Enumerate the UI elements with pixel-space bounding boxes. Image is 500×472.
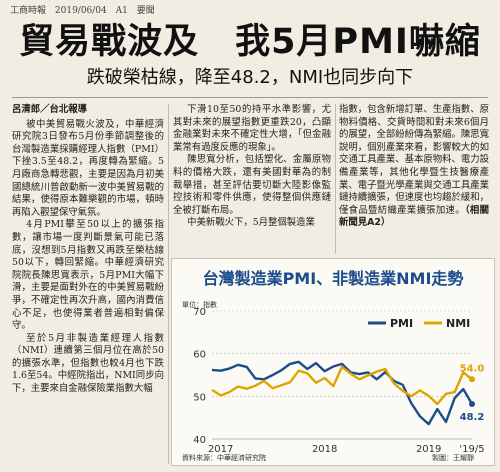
x-tick-label: 2017 xyxy=(208,444,233,455)
subheadline: 跌破榮枯線，降至48.2，NMI也同步向下 xyxy=(86,67,414,88)
x-tick-label: '19/5 xyxy=(459,444,484,455)
paragraph: 指數，包含新增訂單、生產指數、原物料價格、交貨時間和對未來6個月的展望，全部紛紛… xyxy=(339,104,489,230)
y-tick-label: 50 xyxy=(193,392,206,403)
paper-name: 工商時報 xyxy=(10,6,47,16)
source-label: 資料來源：中華經濟研究院 xyxy=(182,453,266,462)
paragraph: 4月PMI攀至50以上的擴張指數，讓市場一度判斷景氣可能已落底，沒想到5月指數又… xyxy=(12,219,164,332)
section-name: 要聞 xyxy=(136,6,155,16)
data-label: 54.0 xyxy=(460,363,485,374)
paragraph: 陳思寬分析，包括塑化、金屬原物料的價格大跌，還有美國對華為的制裁舉措，甚至評估要… xyxy=(173,154,331,216)
y-tick-label: 60 xyxy=(193,350,206,361)
legend-label: PMI xyxy=(390,317,413,330)
byline: 呂清郎／台北報導 xyxy=(12,104,88,115)
paragraph: 至於5月非製造業經理人指數（NMI）連續第三個月位在高於50的擴張水準，但指數也… xyxy=(12,332,164,395)
paragraph: 中美新戰火下，5月整個製造業 xyxy=(187,217,315,229)
y-tick-label: 40 xyxy=(193,435,206,446)
column-divider xyxy=(335,104,336,254)
article-column-3: 指數，包含新增訂單、生產指數、原物料價格、交貨時間和對未來6個月的展望，全部紛紛… xyxy=(339,104,489,230)
paragraph: 被中美貿易戰火波及，中華經濟研究院3日發布5月份季節調整後的台灣製造業採購經理人… xyxy=(12,118,164,218)
data-label: 48.2 xyxy=(460,412,485,423)
issue-date: 2019/06/04 xyxy=(54,6,107,16)
series-line-nmi xyxy=(211,365,473,406)
headline: 貿易戰波及 我5月PMI嚇縮 xyxy=(19,22,481,62)
end-point-nmi xyxy=(469,376,475,383)
article-column-2: 下滑10至50的持平水準影響，尤其對未來的展望指數更重跌20，凸顯金融業對未來不… xyxy=(173,104,331,230)
y-tick-label: 70 xyxy=(193,307,206,318)
legend-label: NMI xyxy=(446,317,470,330)
designer-label: 製圖：王耀靜 xyxy=(432,453,474,462)
related-news-credit: （相關新聞見A2） xyxy=(339,204,489,229)
page-number: A1 xyxy=(115,6,128,16)
end-point-pmi xyxy=(469,401,475,408)
header-rule xyxy=(12,97,488,98)
paragraph: 下滑10至50的持平水準影響，尤其對未來的展望指數更重跌20，凸顯金融業對未來不… xyxy=(173,104,331,153)
paragraph-text: 指數，包含新增訂單、生產指數、原物料價格、交貨時間和對未來6個月的展望，全部紛紛… xyxy=(339,104,490,216)
x-tick-label: 2018 xyxy=(312,444,337,455)
pmi-nmi-chart: 台灣製造業PMI、非製造業NMI走勢 單位：指數 資料來源：中華經濟研究院 製圖… xyxy=(171,258,495,466)
masthead: 工商時報 2019/06/04 A1 要聞 xyxy=(10,3,161,16)
chart-title: 台灣製造業PMI、非製造業NMI走勢 xyxy=(202,269,464,288)
article-column-1: 呂清郎／台北報導 被中美貿易戰火波及，中華經濟研究院3日發布5月份季節調整後的台… xyxy=(12,104,164,396)
x-tick-label: 2019 xyxy=(416,444,441,455)
series-line-pmi xyxy=(211,360,474,426)
unit-label: 單位：指數 xyxy=(182,300,217,309)
column-divider xyxy=(168,104,169,464)
chart-plot: 單位：指數 資料來源：中華經濟研究院 製圖：王耀靜 40 50 60 70 2017 20… xyxy=(182,300,485,462)
